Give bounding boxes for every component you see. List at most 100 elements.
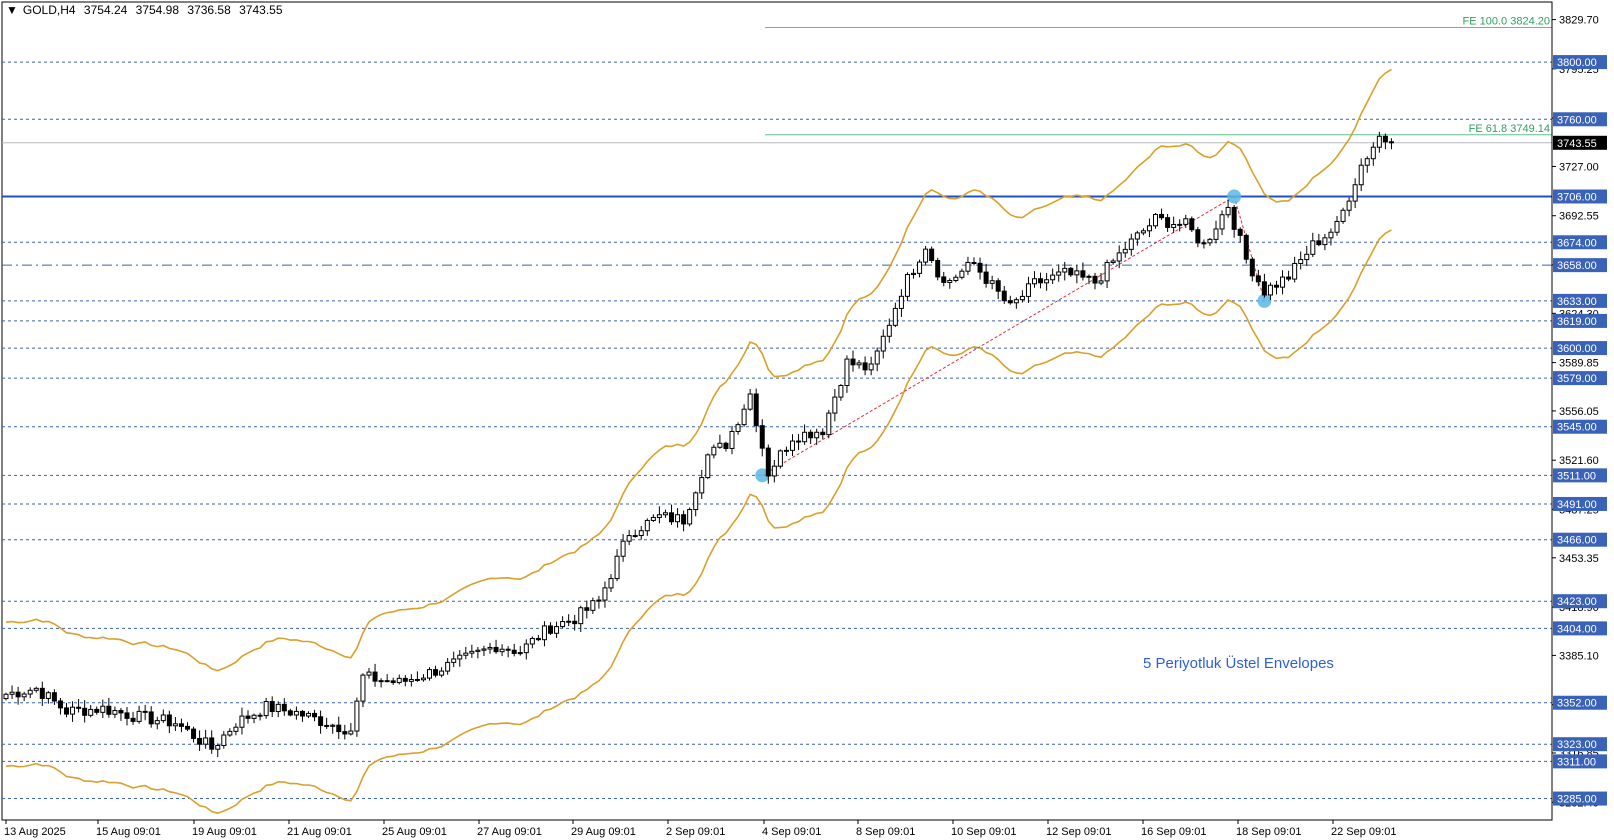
- candle-body: [100, 705, 106, 713]
- candle-body: [257, 714, 263, 717]
- candle-body: [1195, 229, 1201, 244]
- candle-body: [790, 440, 795, 451]
- candle-body: [535, 637, 541, 641]
- candle-body: [233, 726, 239, 732]
- candle-body: [602, 587, 608, 601]
- time-tick-label: 10 Sep 09:01: [951, 826, 1016, 838]
- candle-body: [445, 661, 451, 672]
- candle-body: [112, 710, 118, 715]
- candle-body: [675, 514, 681, 523]
- candle-body: [390, 680, 396, 684]
- time-tick-label: 13 Aug 2025: [4, 826, 66, 838]
- low-value: 3736.58: [187, 3, 231, 17]
- price-level-box: [1553, 371, 1607, 386]
- candle-body: [118, 710, 124, 714]
- candle-body: [693, 492, 699, 511]
- candle-body: [638, 530, 644, 537]
- price-level-box: [1553, 594, 1607, 609]
- candle-body: [1019, 295, 1025, 301]
- candle-body: [185, 725, 190, 730]
- price-axis: 3829.703795.253760.853727.003692.553658.…: [1551, 2, 1607, 820]
- candle-body: [3, 693, 9, 700]
- price-tick-label: 3727.00: [1559, 161, 1599, 173]
- price-level-box: [1553, 313, 1607, 328]
- candle-body: [172, 723, 178, 727]
- candle-body: [892, 307, 898, 326]
- candle-body: [251, 714, 257, 719]
- candle-body: [687, 509, 693, 525]
- price-level-label: 3674.00: [1557, 237, 1597, 249]
- price-level-label: 3600.00: [1557, 343, 1597, 355]
- candle-body: [1310, 240, 1316, 255]
- price-level-box: [1553, 791, 1607, 806]
- candle-body: [1346, 200, 1352, 211]
- candle-body: [862, 362, 868, 371]
- candle-body: [911, 272, 916, 276]
- candle-body: [584, 607, 590, 611]
- candle-body: [299, 710, 305, 717]
- fib-label: FE 61.8 3749.14: [1469, 123, 1550, 135]
- envelope-bands: [5, 68, 1392, 815]
- candle-body: [735, 424, 741, 432]
- price-level-label: 3404.00: [1557, 623, 1597, 635]
- candle-body: [1334, 220, 1340, 233]
- candles: [3, 131, 1394, 757]
- candle-body: [1044, 279, 1050, 284]
- candle-body: [275, 703, 281, 713]
- candle-body: [608, 578, 614, 589]
- price-level-box: [1553, 621, 1607, 636]
- candle-body: [106, 705, 112, 715]
- candle-body: [1074, 270, 1080, 276]
- candle-body: [832, 396, 838, 414]
- candle-body: [802, 431, 808, 443]
- fibonacci-lines: FE 100.0 3824.20 FE 61.8 3749.14: [765, 15, 1552, 136]
- candle-body: [1062, 267, 1068, 273]
- upper-envelope: [5, 68, 1392, 672]
- candle-body: [1153, 213, 1158, 227]
- candle-body: [384, 680, 390, 683]
- candle-body: [1213, 228, 1219, 240]
- time-tick-label: 29 Aug 09:01: [571, 826, 636, 838]
- candle-body: [64, 707, 69, 715]
- candle-body: [451, 658, 457, 663]
- candle-body: [197, 737, 203, 745]
- candle-body: [1364, 158, 1370, 166]
- time-tick-label: 18 Sep 09:01: [1236, 826, 1301, 838]
- candle-body: [336, 724, 342, 733]
- candle-body: [560, 621, 566, 628]
- close-value: 3743.55: [239, 3, 283, 17]
- candle-body: [318, 716, 324, 726]
- time-tick-label: 27 Aug 09:01: [477, 826, 542, 838]
- price-level-label: 3706.00: [1557, 191, 1597, 203]
- collapse-arrow-icon[interactable]: ▼: [6, 3, 18, 17]
- candle-body: [130, 717, 136, 722]
- candle-body: [148, 711, 154, 725]
- candle-body: [1134, 232, 1140, 240]
- candle-body: [868, 363, 874, 371]
- plot-area: [1, 1, 1553, 821]
- price-level-label: 3619.00: [1557, 316, 1597, 328]
- candle-body: [644, 519, 650, 532]
- candle-body: [420, 677, 426, 681]
- candle-body: [281, 703, 287, 712]
- price-level-box: [1553, 496, 1607, 511]
- candle-body: [1243, 234, 1249, 260]
- time-tick-label: 25 Aug 09:01: [382, 826, 447, 838]
- fib-label: FE 100.0 3824.20: [1463, 15, 1550, 27]
- candle-body: [178, 723, 184, 727]
- time-tick-label: 22 Sep 09:01: [1331, 826, 1396, 838]
- price-tick-label: 3829.70: [1559, 15, 1599, 27]
- candle-body: [51, 692, 57, 702]
- candle-body: [1056, 271, 1062, 276]
- price-level-box: [1553, 341, 1607, 356]
- price-level-label: 3352.00: [1557, 698, 1597, 710]
- candle-body: [469, 650, 475, 654]
- candle-body: [427, 669, 432, 679]
- price-level-box: [1553, 235, 1607, 250]
- candle-body: [1159, 213, 1165, 219]
- candle-body: [572, 620, 578, 625]
- price-level-label: 3511.00: [1557, 470, 1596, 482]
- candle-body: [886, 324, 892, 337]
- candle-body: [342, 731, 348, 735]
- candle-body: [239, 715, 245, 728]
